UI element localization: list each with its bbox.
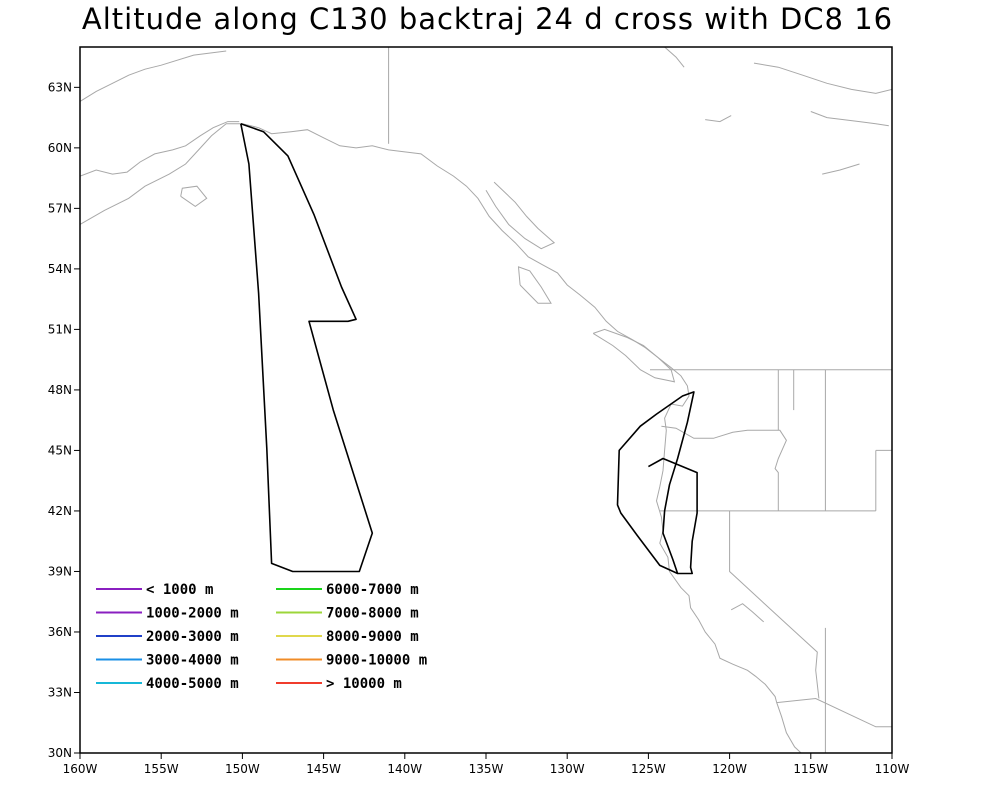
map-plot-area <box>80 47 892 753</box>
y-tick-label: 39N <box>48 564 72 578</box>
legend-item: 4000-5000 m <box>96 676 239 692</box>
coastline <box>822 163 860 175</box>
geography-layer <box>80 47 892 753</box>
y-tick-label: 60N <box>48 141 72 155</box>
y-tick-label: 42N <box>48 504 72 518</box>
x-tick-label: 110W <box>875 762 910 776</box>
legend-label: 9000-10000 m <box>326 653 427 669</box>
x-tick-label: 115W <box>793 762 828 776</box>
x-tick-label: 125W <box>631 762 666 776</box>
y-tick-label: 63N <box>48 80 72 94</box>
y-tick-label: 48N <box>48 383 72 397</box>
y-tick-label: 45N <box>48 443 72 457</box>
x-axis: 160W 155W 150W 145W 140W 135W 130W 125W 120W 115W… <box>63 753 910 776</box>
legend-item: 8000-9000 m <box>276 629 419 645</box>
legend-label: > 10000 m <box>326 676 402 692</box>
trajectory-layer <box>240 122 698 575</box>
altitude-legend: < 1000 m 1000-2000 m 2000-3000 m 3000-4000 … <box>96 582 427 692</box>
trajectory-line-1 <box>240 122 374 573</box>
legend-label: < 1000 m <box>146 582 213 598</box>
trajectory-line-2 <box>616 391 698 575</box>
coastline <box>592 328 676 383</box>
legend-label: 8000-9000 m <box>326 629 419 645</box>
political-border <box>776 697 892 728</box>
coastline <box>80 121 240 177</box>
x-tick-label: 145W <box>306 762 341 776</box>
legend-item: 6000-7000 m <box>276 582 419 598</box>
legend-label: 3000-4000 m <box>146 653 239 669</box>
legend-item: 9000-10000 m <box>276 653 427 669</box>
x-tick-label: 160W <box>63 762 98 776</box>
legend-label: 7000-8000 m <box>326 606 419 622</box>
legend-label: 6000-7000 m <box>326 582 419 598</box>
y-tick-label: 33N <box>48 685 72 699</box>
legend-item: > 10000 m <box>276 676 402 692</box>
legend-item: < 1000 m <box>96 582 213 598</box>
y-tick-label: 51N <box>48 322 72 336</box>
political-border <box>661 425 787 511</box>
map-title: Altitude along C130 backtraj 24 d cross … <box>81 2 894 36</box>
coastline <box>180 185 208 208</box>
coastline <box>485 181 556 250</box>
y-tick-label: 30N <box>48 746 72 760</box>
coastline <box>810 111 889 127</box>
x-tick-label: 130W <box>550 762 585 776</box>
legend-item: 1000-2000 m <box>96 606 239 622</box>
x-tick-label: 140W <box>387 762 422 776</box>
x-tick-label: 120W <box>712 762 747 776</box>
legend-item: 7000-8000 m <box>276 606 419 622</box>
coastline <box>664 47 685 68</box>
y-tick-label: 36N <box>48 625 72 639</box>
y-axis: 30N 33N 36N 39N 42N 45N 48N 51N 54N 57N 60N 63N <box>48 80 80 760</box>
x-tick-label: 150W <box>225 762 260 776</box>
coastline <box>730 603 765 623</box>
coastline <box>753 62 892 94</box>
y-tick-label: 54N <box>48 262 72 276</box>
coastline <box>517 266 552 304</box>
legend-item: 3000-4000 m <box>96 653 239 669</box>
coastline <box>705 115 732 123</box>
x-tick-label: 155W <box>144 762 179 776</box>
legend-label: 1000-2000 m <box>146 606 239 622</box>
coastline <box>80 50 227 102</box>
legend-label: 4000-5000 m <box>146 676 239 692</box>
y-tick-label: 57N <box>48 201 72 215</box>
legend-item: 2000-3000 m <box>96 629 239 645</box>
x-tick-label: 135W <box>469 762 504 776</box>
political-border <box>729 510 820 699</box>
legend-label: 2000-3000 m <box>146 629 239 645</box>
